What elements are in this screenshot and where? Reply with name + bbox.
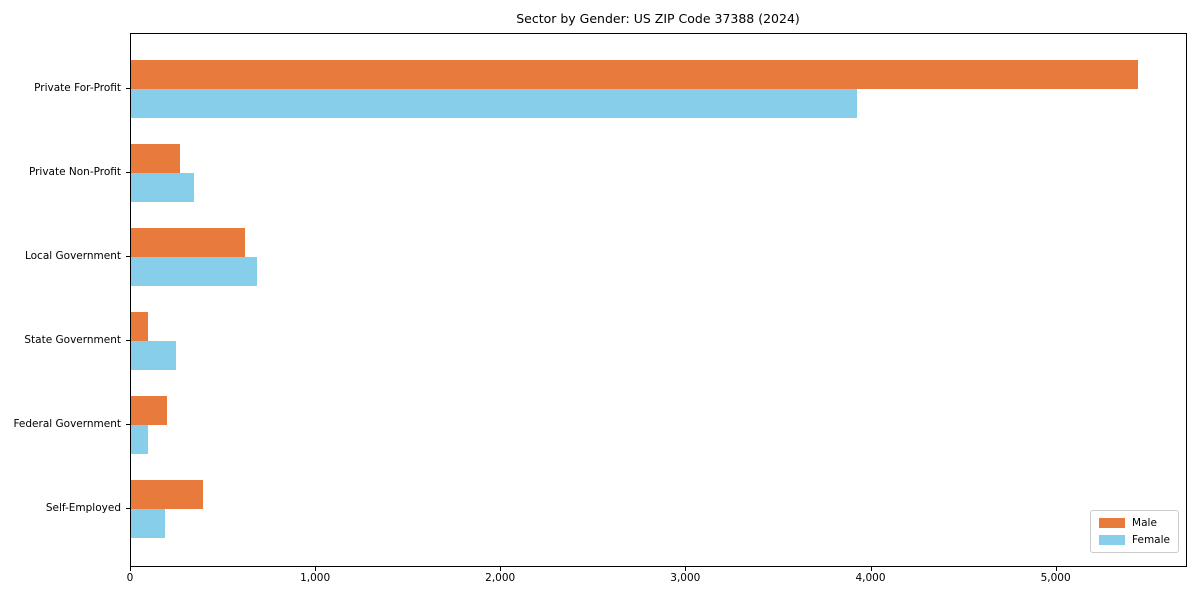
bar-female (131, 425, 148, 454)
x-tick-mark (130, 567, 131, 571)
chart-title: Sector by Gender: US ZIP Code 37388 (202… (516, 11, 800, 26)
x-tick-label: 4,000 (855, 572, 886, 584)
bar-female (131, 341, 177, 370)
bar-male (131, 228, 245, 257)
x-tick-label: 5,000 (1040, 572, 1071, 584)
x-tick-label: 0 (126, 572, 134, 584)
y-axis-label: Self-Employed (45, 502, 121, 514)
bar-male (131, 312, 148, 341)
legend-label: Male (1132, 517, 1157, 529)
legend-entry-female: Female (1099, 534, 1170, 546)
plot-area: Male Female (130, 33, 1187, 567)
y-tick-mark (126, 508, 130, 509)
y-axis-label: Federal Government (13, 418, 121, 430)
bar-female (131, 89, 857, 118)
x-tick-label: 1,000 (300, 572, 331, 584)
y-tick-mark (126, 172, 130, 173)
bar-male (131, 60, 1138, 89)
y-axis-label: Private For-Profit (34, 82, 121, 94)
x-tick-mark (685, 567, 687, 571)
bar-female (131, 509, 166, 538)
x-tick-mark (315, 567, 317, 571)
y-axis-label: State Government (24, 334, 121, 346)
x-tick-mark (870, 567, 872, 571)
bar-male (131, 396, 168, 425)
legend-swatch-icon (1099, 518, 1126, 528)
y-tick-mark (126, 340, 130, 341)
y-axis-label: Private Non-Profit (28, 166, 121, 178)
x-tick-mark (1055, 567, 1057, 571)
legend-entry-male: Male (1099, 517, 1170, 529)
x-tick-mark (500, 567, 502, 571)
y-tick-mark (126, 88, 130, 89)
y-tick-mark (126, 424, 130, 425)
bar-female (131, 173, 194, 202)
legend-label: Female (1132, 534, 1170, 546)
bar-female (131, 257, 257, 286)
x-tick-label: 3,000 (670, 572, 701, 584)
legend: Male Female (1090, 510, 1179, 553)
y-axis-label: Local Government (24, 250, 121, 262)
x-tick-label: 2,000 (485, 572, 516, 584)
y-tick-mark (126, 256, 130, 257)
legend-swatch-icon (1099, 535, 1126, 545)
bar-male (131, 144, 181, 173)
bar-male (131, 480, 204, 509)
